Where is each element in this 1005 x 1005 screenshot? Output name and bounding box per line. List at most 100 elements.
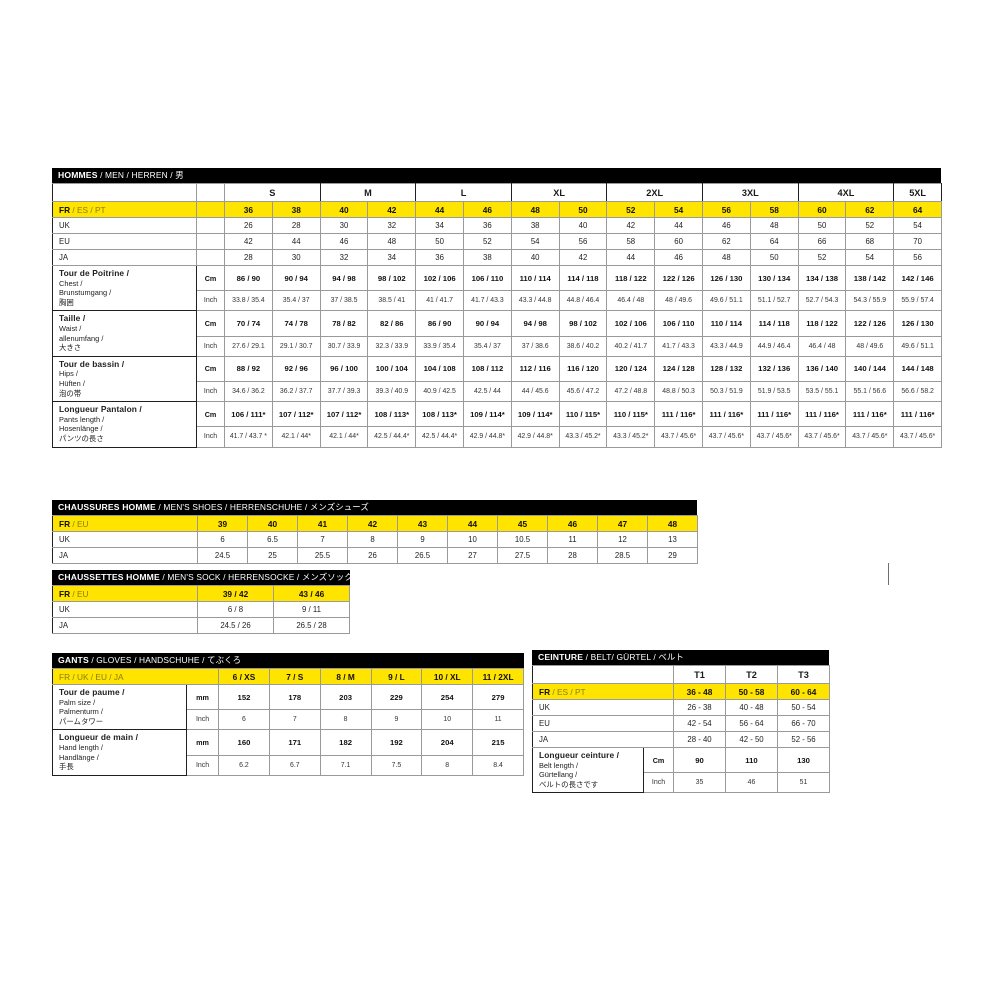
men-measure-inch-value: 47.2 / 48.8 <box>606 380 656 403</box>
men-measure-inch-value: 49.6 / 51.1 <box>702 290 751 312</box>
shoes-size-value: 28.5 <box>597 547 648 564</box>
men-measure-cm-value: 109 / 114* <box>463 401 512 428</box>
gloves-size-table: GANTS / GLOVES / HANDSCHUHE / てぶくろ FR / … <box>52 653 524 776</box>
men-size-value: 64 <box>893 201 943 218</box>
men-measure-inch-value: 38.5 / 41 <box>367 290 417 312</box>
gloves-measure-mm-value: 215 <box>472 729 524 756</box>
men-measure-cm-value: 94 / 98 <box>510 310 560 337</box>
measure-subtitle: パームタワー <box>59 716 104 726</box>
measure-subtitle: Palmenturm / <box>59 707 103 717</box>
gloves-measure-row-mm: Longueur de main / Hand length / Handlänge… <box>52 729 524 776</box>
socks-row-label: UK <box>52 601 198 618</box>
men-measure-cm-value: 130 / 134 <box>749 264 799 292</box>
belt-size-value: 28 - 40 <box>673 731 726 748</box>
men-measure-inch-value: 48.8 / 50.3 <box>654 380 703 403</box>
belt-size-group: T3 <box>777 665 830 684</box>
measure-subtitle: Pants length / <box>59 414 105 424</box>
men-measure-inch-value: 42.5 / 44.4* <box>367 426 417 448</box>
men-size-value: 40 <box>510 249 560 266</box>
belt-row-label: FR / ES / PT <box>532 683 674 700</box>
belt-measure-label: Longueur ceinture / Belt length / Gürtella… <box>532 746 644 794</box>
gloves-measure-inch-value: 8 <box>319 709 372 731</box>
men-measure-cm-value: 94 / 98 <box>319 264 369 292</box>
shoes-size-value: 9 <box>397 531 448 548</box>
men-measure-cm-value: 98 / 102 <box>558 310 608 337</box>
gloves-size-label: FR / UK / EU / JA <box>59 671 124 682</box>
men-measure-inch-value: 40.9 / 42.5 <box>415 380 464 403</box>
belt-section-header: CEINTURE / BELT/ GÜRTEL / ベルト <box>532 650 829 665</box>
shoes-size-value: 7 <box>297 531 348 548</box>
men-measure-inch-value: 43.7 / 45.6* <box>845 426 895 448</box>
gloves-measure-mm-value: 160 <box>218 729 270 756</box>
measure-subtitle: 大きさ <box>59 343 82 353</box>
measure-subtitle: Waist / <box>59 323 82 333</box>
men-measure-label: Tour de bassin / Hips / Hüften / 泡の帯 <box>52 355 197 403</box>
gloves-measure-label: Tour de paume / Palm size / Palmenturm / パー… <box>52 683 188 731</box>
shoes-size-value: 40 <box>247 515 298 532</box>
men-size-value: 40 <box>558 217 608 234</box>
men-measure-inch-value: 51.1 / 52.7 <box>749 290 799 312</box>
men-unit-cm: Cm <box>196 401 225 428</box>
measure-subtitle: allenumfang / <box>59 333 104 343</box>
belt-size-value: 60 - 64 <box>777 683 830 700</box>
men-measure-cm-value: 74 / 78 <box>271 310 321 337</box>
men-measure-inch-value: 40.2 / 41.7 <box>606 335 656 357</box>
men-row-label: UK <box>52 217 197 234</box>
belt-header-rest: / BELT/ GÜRTEL / ベルト <box>585 652 684 662</box>
men-row-unit <box>196 217 225 234</box>
label-primary: FR <box>59 518 71 529</box>
belt-row-label: JA <box>532 731 674 748</box>
men-measure-inch-value: 43.3 / 44.9 <box>702 335 751 357</box>
measure-title: Taille / <box>59 313 86 324</box>
men-measure-cm-value: 118 / 122 <box>606 264 656 292</box>
shoes-size-value: 47 <box>597 515 648 532</box>
men-size-value: 50 <box>797 217 847 234</box>
men-size-value: 44 <box>654 217 703 234</box>
shoes-size-value: 12 <box>597 531 648 548</box>
men-measure-inch-value: 41.7 / 43.3 <box>654 335 703 357</box>
men-size-value: 60 <box>654 233 703 250</box>
men-size-value: 56 <box>702 201 751 218</box>
men-measure-row-inch: Inch 41.7 / 43.7 * 42.1 / 44* 42.1 / 44* 42.… <box>53 426 943 448</box>
men-size-value: 36 <box>224 201 273 218</box>
men-measure-cm-value: 108 / 113* <box>367 401 417 428</box>
measure-title: Longueur de main / <box>59 732 139 743</box>
shoes-size-value: 27.5 <box>497 547 548 564</box>
scan-artifact-mark <box>888 563 889 585</box>
men-size-group-5xl: 5XL <box>893 183 943 202</box>
men-size-group-row: S M L XL 2XL 3XL 4XL 5XL <box>52 183 943 202</box>
men-row-unit <box>196 249 225 266</box>
men-measure-cm-value: 88 / 92 <box>224 355 273 382</box>
belt-size-value: 56 - 64 <box>725 715 778 732</box>
gloves-measure-inch-value: 8 <box>421 754 474 776</box>
men-measure-inch-value: 53.5 / 55.1 <box>797 380 847 403</box>
shoes-size-value: 8 <box>347 531 398 548</box>
men-measure-inch-value: 42.1 / 44* <box>271 426 321 448</box>
socks-size-value: 6 / 8 <box>197 601 274 618</box>
men-measure-cm-value: 110 / 114 <box>702 310 751 337</box>
men-size-value: 36 <box>415 249 464 266</box>
men-measure-cm-value: 111 / 116* <box>654 401 703 428</box>
shoes-size-value: 10.5 <box>497 531 548 548</box>
men-measure-cm-value: 106 / 110 <box>463 264 512 292</box>
measure-subtitle: Hand length / <box>59 742 103 752</box>
men-size-value: 46 <box>319 233 369 250</box>
belt-size-value: 26 - 38 <box>673 699 726 716</box>
men-measure-inch-value: 42.9 / 44.8* <box>510 426 560 448</box>
men-size-value: 50 <box>749 249 799 266</box>
men-measure-inch-value: 33.9 / 35.4 <box>415 335 464 357</box>
socks-size-value: 43 / 46 <box>273 585 350 602</box>
belt-size-value: 42 - 54 <box>673 715 726 732</box>
men-size-value: 48 <box>749 217 799 234</box>
men-size-value: 46 <box>654 249 703 266</box>
men-measure-cm-value: 111 / 116* <box>749 401 799 428</box>
men-measure-cm-value: 111 / 116* <box>893 401 943 428</box>
shoes-row-label: FR / EU <box>52 515 198 532</box>
men-measure-label: Taille / Waist / allenumfang / 大きさ <box>52 310 197 357</box>
shoes-size-value: 43 <box>397 515 448 532</box>
belt-row-ja: JA 28 - 40 42 - 50 52 - 56 <box>532 731 830 748</box>
men-measure-cm-value: 140 / 144 <box>845 355 895 382</box>
men-measure-cm-value: 144 / 148 <box>893 355 943 382</box>
measure-title: Longueur Pantalon / <box>59 404 142 415</box>
men-measure-row-inch: Inch 33.8 / 35.4 35.4 / 37 37 / 38.5 38.5 / … <box>53 290 943 312</box>
